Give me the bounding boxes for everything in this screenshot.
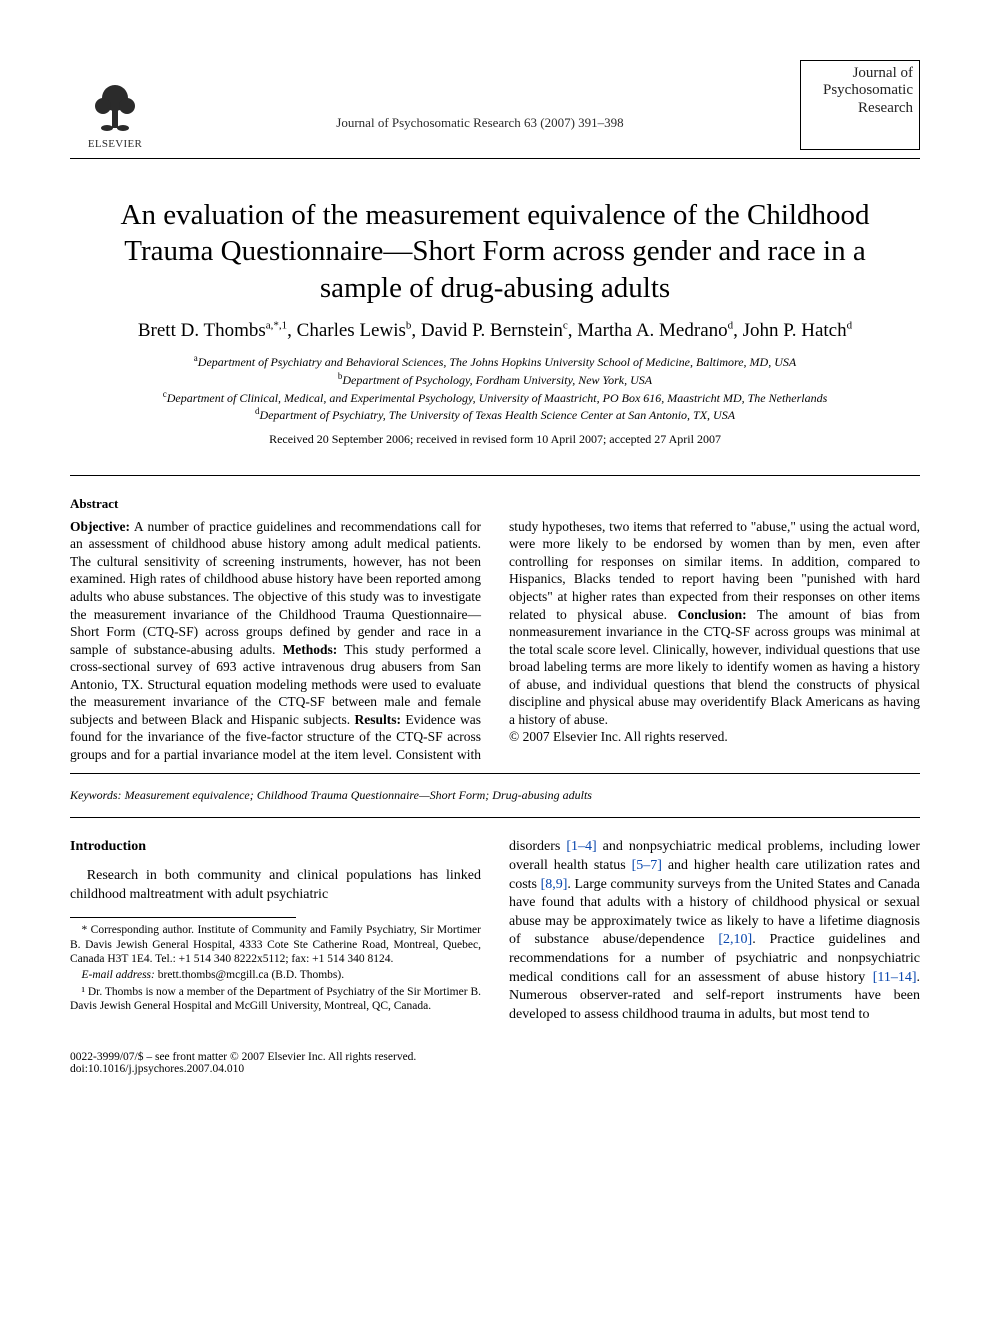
- abstract-top-rule: [70, 475, 920, 476]
- introduction-heading: Introduction: [70, 838, 481, 857]
- journal-cover-l3: Research: [807, 100, 913, 117]
- page-header: ELSEVIER Journal of Psychosomatic Resear…: [70, 60, 920, 150]
- footnote-rule: [70, 917, 296, 918]
- cite-link-2-10[interactable]: [2,10]: [718, 932, 752, 947]
- abstract-block: Abstract Objective: A number of practice…: [70, 496, 920, 764]
- journal-cover-box: Journal of Psychosomatic Research: [800, 60, 920, 150]
- publisher-logo-block: ELSEVIER: [70, 60, 160, 150]
- journal-cover-l2: Psychosomatic: [807, 82, 913, 99]
- abstract-heading: Abstract: [70, 496, 920, 512]
- article-title: An evaluation of the measurement equival…: [80, 197, 910, 306]
- abstract-copyright: © 2007 Elsevier Inc. All rights reserved…: [509, 729, 728, 744]
- keywords-line: Keywords: Measurement equivalence; Child…: [70, 788, 920, 803]
- author-list: Brett D. Thombsa,*,1, Charles Lewisb, Da…: [100, 318, 890, 344]
- keywords-label: Keywords:: [70, 788, 122, 802]
- affil-c: cDepartment of Clinical, Medical, and Ex…: [105, 389, 885, 407]
- journal-article-page: ELSEVIER Journal of Psychosomatic Resear…: [0, 0, 990, 1320]
- article-dates: Received 20 September 2006; received in …: [70, 432, 920, 447]
- body-columns: Introduction Research in both community …: [70, 838, 920, 1024]
- affil-a: aDepartment of Psychiatry and Behavioral…: [105, 353, 885, 371]
- intro-paragraph-2: disorders [1–4] and nonpsychiatric medic…: [509, 838, 920, 1024]
- cite-link-5-7[interactable]: [5–7]: [632, 858, 662, 873]
- elsevier-tree-icon: [85, 76, 145, 136]
- abstract-text: Objective: A number of practice guidelin…: [70, 518, 920, 764]
- footnote-note1: ¹ Dr. Thombs is now a member of the Depa…: [70, 985, 481, 1014]
- journal-cover-l1: Journal of: [807, 65, 913, 82]
- prefooter-line1: 0022-3999/07/$ – see front matter © 2007…: [70, 1051, 920, 1063]
- abstract-columns: Objective: A number of practice guidelin…: [70, 518, 920, 764]
- prefooter-block: 0022-3999/07/$ – see front matter © 2007…: [70, 1051, 920, 1075]
- prefooter-line2: doi:10.1016/j.jpsychores.2007.04.010: [70, 1063, 920, 1075]
- cite-link-1-4[interactable]: [1–4]: [566, 839, 596, 854]
- footnote-corresponding: * Corresponding author. Institute of Com…: [70, 923, 481, 966]
- publisher-label: ELSEVIER: [88, 138, 142, 150]
- footnote-email: E-mail address: brett.thombs@mcgill.ca (…: [70, 968, 481, 982]
- affil-d: dDepartment of Psychiatry, The Universit…: [105, 406, 885, 424]
- cite-link-8-9[interactable]: [8,9]: [541, 877, 568, 892]
- keywords-text: Measurement equivalence; Childhood Traum…: [125, 788, 592, 802]
- header-rule: [70, 158, 920, 159]
- journal-reference: Journal of Psychosomatic Research 63 (20…: [160, 115, 800, 131]
- keywords-bottom-rule: [70, 817, 920, 818]
- intro-paragraph-1: Research in both community and clinical …: [70, 867, 481, 904]
- footnotes-block: * Corresponding author. Institute of Com…: [70, 917, 481, 1013]
- cite-link-11-14[interactable]: [11–14]: [873, 970, 917, 985]
- keywords-top-rule: [70, 773, 920, 774]
- affil-b: bDepartment of Psychology, Fordham Unive…: [105, 371, 885, 389]
- affiliations: aDepartment of Psychiatry and Behavioral…: [105, 353, 885, 423]
